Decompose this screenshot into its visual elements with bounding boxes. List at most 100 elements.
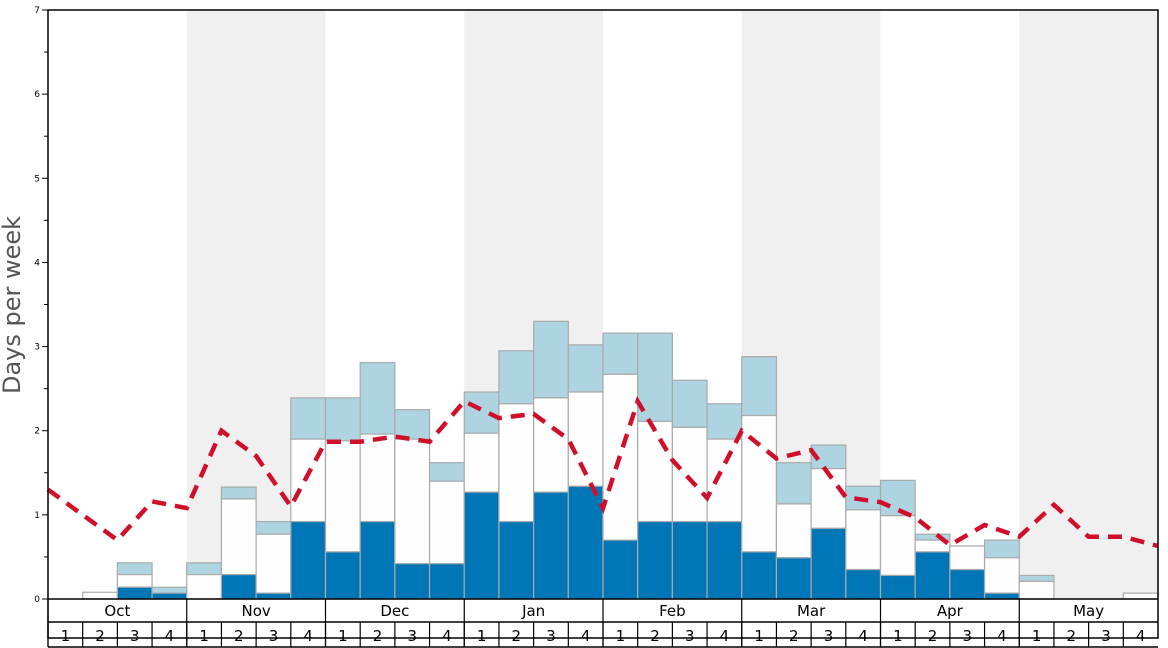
bar-dark <box>290 520 327 600</box>
month-label-mar: Mar <box>797 602 826 620</box>
bar-mid <box>671 426 708 523</box>
bar-dark <box>602 539 639 600</box>
week-label: 3 <box>962 627 972 645</box>
bar-mid <box>394 438 431 565</box>
bar-dark <box>498 520 535 600</box>
week-label: 4 <box>442 627 452 645</box>
week-label: 2 <box>928 627 938 645</box>
bar-mid <box>741 414 778 553</box>
month-shade-may <box>1019 10 1158 599</box>
bar-light <box>220 486 257 500</box>
bar-mid <box>983 557 1020 594</box>
bar-dark <box>671 520 708 600</box>
bar-light <box>741 356 778 417</box>
bar-dark <box>220 573 257 600</box>
bar-dark <box>775 557 812 600</box>
bar-light <box>255 520 292 535</box>
bar-dark <box>428 563 465 600</box>
bar-mid <box>82 591 118 600</box>
bar-light <box>151 586 188 594</box>
week-label: 1 <box>338 627 348 645</box>
bar-mid <box>1018 580 1055 600</box>
y-tick-label: 0 <box>34 595 40 605</box>
bar-dark <box>324 551 361 600</box>
bar-mid <box>637 420 673 523</box>
week-label: 4 <box>858 627 868 645</box>
bar-dark <box>810 527 847 600</box>
week-label: 2 <box>512 627 522 645</box>
bar-mid <box>186 573 223 600</box>
month-label-dec: Dec <box>380 602 409 620</box>
y-tick-label: 6 <box>34 90 40 100</box>
bar-mid <box>359 433 396 523</box>
week-label: 2 <box>789 627 799 645</box>
bar-dark <box>359 520 396 600</box>
bar-mid <box>845 509 882 571</box>
bar-light <box>671 379 708 428</box>
bar-light <box>394 409 431 440</box>
bar-light <box>463 391 500 434</box>
month-label-apr: Apr <box>937 602 964 620</box>
bar-light <box>879 479 916 517</box>
bar-dark <box>845 568 882 600</box>
week-label: 4 <box>997 627 1007 645</box>
week-label: 3 <box>546 627 556 645</box>
month-label-jan: Jan <box>521 602 545 620</box>
bar-light <box>324 397 361 442</box>
y-tick-label: 2 <box>34 427 40 437</box>
bar-light <box>983 539 1020 559</box>
week-label: 1 <box>477 627 487 645</box>
week-label: 2 <box>95 627 105 645</box>
bar-mid <box>290 438 327 523</box>
bar-mid <box>116 573 153 588</box>
bar-dark <box>706 520 743 600</box>
bar-mid <box>463 432 500 493</box>
week-label: 4 <box>720 627 730 645</box>
week-label: 1 <box>754 627 764 645</box>
bar-light <box>116 562 153 576</box>
bar-dark <box>533 491 569 600</box>
week-label: 1 <box>1032 627 1042 645</box>
bar-light <box>186 562 223 576</box>
bar-dark <box>949 568 986 600</box>
bar-light <box>775 462 812 505</box>
bar-dark <box>151 592 188 600</box>
bar-mid <box>220 498 257 576</box>
month-shading <box>186 10 1158 599</box>
bar-mid <box>428 480 465 565</box>
y-tick-label: 5 <box>34 174 40 184</box>
bar-mid <box>775 503 812 559</box>
week-label: 2 <box>650 627 660 645</box>
bar-light <box>498 350 535 405</box>
bar-light <box>533 320 569 399</box>
bar-mid <box>949 545 986 571</box>
bar-dark <box>637 520 673 600</box>
bar-mid <box>255 533 292 594</box>
bar-dark <box>116 586 153 600</box>
average-line <box>46 395 1159 549</box>
bar-dark <box>463 491 500 600</box>
week-label: 3 <box>1101 627 1111 645</box>
bar-light <box>602 332 639 375</box>
average-line-path <box>46 395 1159 549</box>
bar-light <box>1018 574 1055 582</box>
month-label-feb: Feb <box>659 602 686 620</box>
week-label: 2 <box>234 627 244 645</box>
bars <box>82 320 1159 600</box>
bar-mid <box>324 440 361 553</box>
y-tick-label: 7 <box>34 6 40 16</box>
bar-light <box>359 361 396 435</box>
week-label: 4 <box>1136 627 1146 645</box>
bar-dark <box>741 551 778 600</box>
axes: 0 1 2 3 4 5 6 7 Oct 1 2 3 4 Nov 1 2 3 4 Dec 1 2 3 4 Jan 1 2 3 4 Feb 1… <box>34 6 1159 648</box>
month-label-may: May <box>1073 602 1104 620</box>
bar-dark <box>394 563 431 600</box>
week-label: 3 <box>269 627 279 645</box>
week-label: 4 <box>581 627 591 645</box>
bar-mid <box>879 515 916 577</box>
bar-mid <box>1122 592 1159 600</box>
month-label-oct: Oct <box>104 602 130 620</box>
bar-light <box>428 462 465 482</box>
week-label: 3 <box>824 627 834 645</box>
